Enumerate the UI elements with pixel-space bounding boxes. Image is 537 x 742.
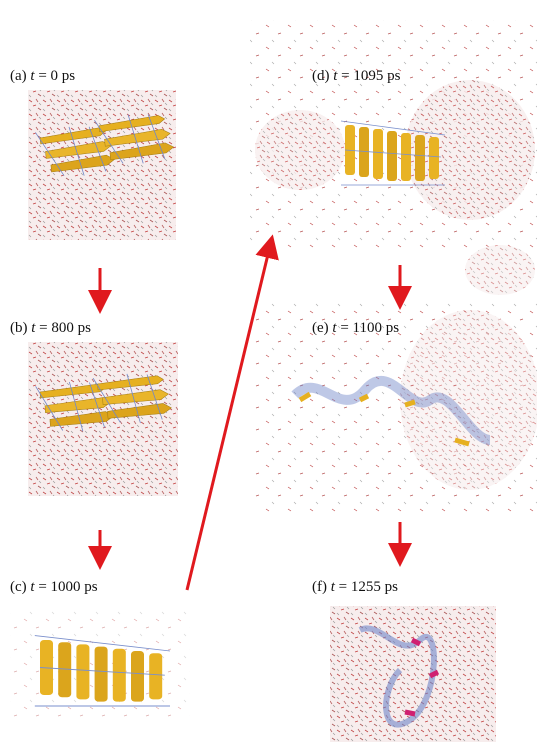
label-part: t	[333, 68, 338, 84]
snapshot-f	[330, 606, 496, 742]
label-part: = 1255 ps	[339, 579, 398, 595]
panel-label: (f) t = 1255 ps	[312, 579, 398, 595]
label-part: (d)	[312, 68, 330, 84]
water-cluster	[465, 245, 535, 295]
label-part: t	[332, 320, 337, 336]
label-part: = 800 ps	[39, 320, 91, 336]
label-part: = 0 ps	[38, 68, 75, 84]
panel-label: (a) t = 0 ps	[10, 68, 75, 84]
label-part: t	[331, 579, 336, 595]
panel-label: (c) t = 1000 ps	[10, 579, 98, 595]
label-part: (c)	[10, 579, 27, 595]
label-part: (b)	[10, 320, 28, 336]
figure: (a) t = 0 ps (b) t = 800 ps (c) t = 1000…	[0, 0, 537, 742]
panel-label: (d) t = 1095 ps	[312, 68, 401, 84]
label-part: (a)	[10, 68, 27, 84]
panel-label: (b) t = 800 ps	[10, 320, 91, 336]
label-part: t	[30, 68, 35, 84]
water-cluster	[255, 110, 345, 190]
label-part: t	[30, 579, 35, 595]
label-part: = 1095 ps	[341, 68, 400, 84]
label-part: = 1100 ps	[340, 320, 399, 336]
panel-label: (e) t = 1100 ps	[312, 320, 399, 336]
label-part: = 1000 ps	[38, 579, 97, 595]
label-part: t	[31, 320, 36, 336]
label-part: (f)	[312, 579, 327, 595]
label-part: (e)	[312, 320, 329, 336]
